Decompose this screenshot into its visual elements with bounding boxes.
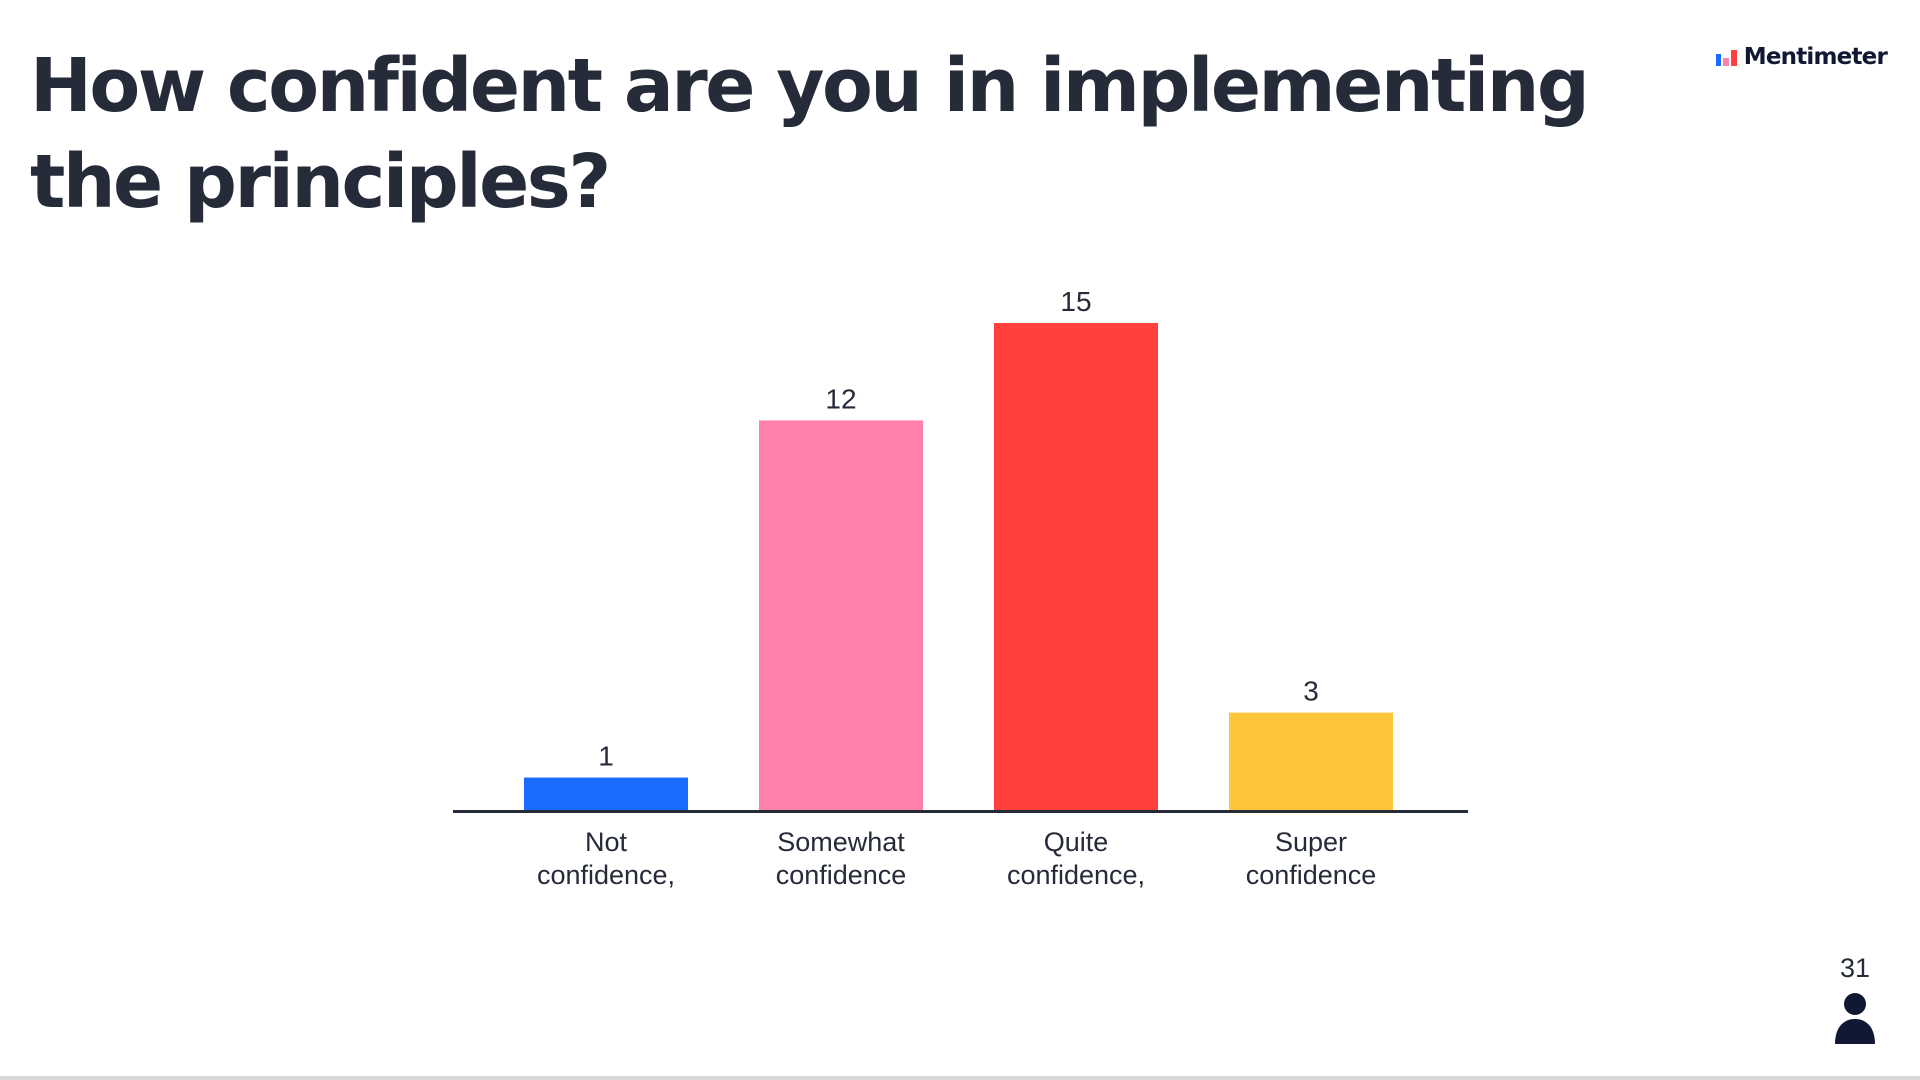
category-label-2: Somewhat confidence xyxy=(776,827,907,890)
value-label-3: 15 xyxy=(1060,286,1091,317)
category-label-1: Not confidence, xyxy=(537,827,675,890)
bar-4 xyxy=(1229,712,1393,810)
brand: Mentimeter xyxy=(1715,44,1888,70)
bar-chart: 1 Not confidence, 12 Somewhat confidence 15 Qui… xyxy=(453,286,1468,890)
mentimeter-logo-icon xyxy=(1715,50,1737,66)
person-icon xyxy=(1835,993,1875,1044)
bar-3 xyxy=(994,323,1158,810)
footer-divider xyxy=(0,1076,1920,1080)
brand-name: Mentimeter xyxy=(1743,44,1888,70)
question-title: How confident are you in implementing th… xyxy=(30,43,1590,225)
value-label-2: 12 xyxy=(825,383,856,414)
value-label-4: 3 xyxy=(1303,676,1319,707)
category-label-3: Quite confidence, xyxy=(1007,827,1145,890)
category-label-4: Super confidence xyxy=(1246,827,1377,890)
participant-count: 31 xyxy=(1839,953,1871,983)
bar-1 xyxy=(524,777,688,810)
bar-2 xyxy=(759,420,923,810)
value-label-1: 1 xyxy=(598,741,614,772)
participant-counter: 31 xyxy=(1830,953,1880,1044)
